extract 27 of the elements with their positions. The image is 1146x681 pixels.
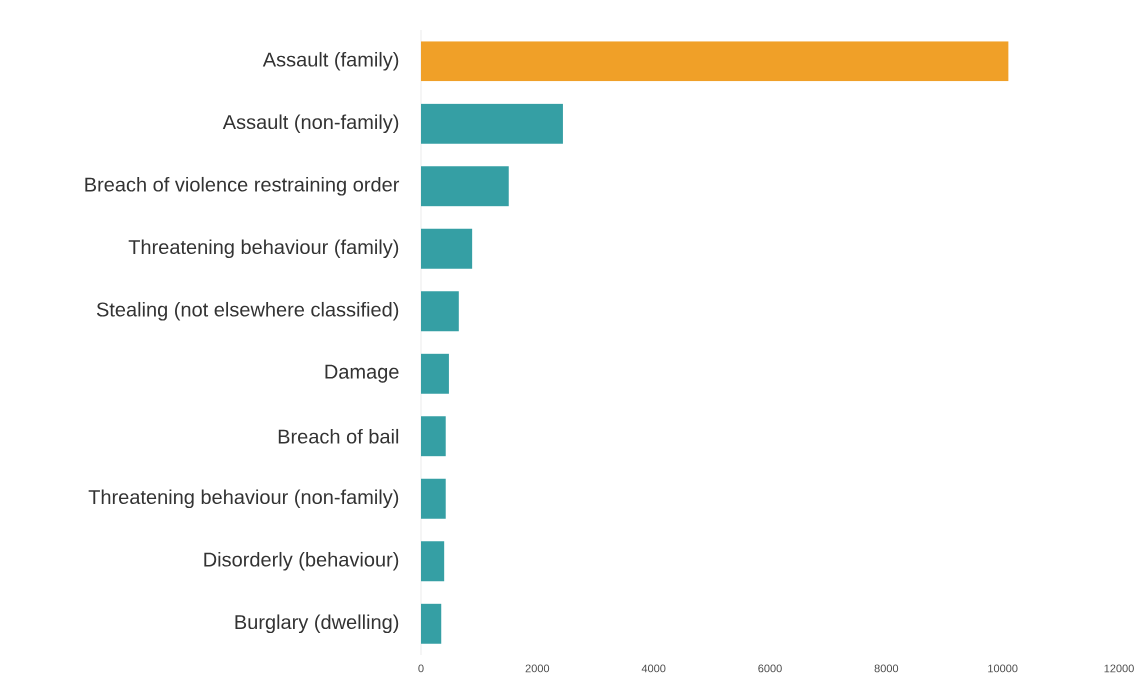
y-tick-label: Breach of bail bbox=[278, 428, 399, 444]
bar bbox=[421, 541, 445, 582]
y-tick-label: Assault (family) bbox=[262, 51, 399, 71]
x-tick-label: 0 bbox=[418, 664, 424, 673]
y-tick-label: Stealing (not elsewhere classified) bbox=[96, 301, 399, 321]
x-tick-label: 8000 bbox=[874, 664, 899, 673]
bar bbox=[421, 166, 509, 207]
bar bbox=[421, 228, 473, 269]
y-tick-label: Burglary (dwelling) bbox=[235, 614, 399, 634]
y-tick-label: Assault (non-family) bbox=[222, 114, 399, 134]
bar bbox=[421, 603, 442, 644]
bar bbox=[421, 478, 446, 519]
y-tick-label: Threatening behaviour (family) bbox=[128, 239, 399, 259]
x-tick-label: 6000 bbox=[758, 664, 782, 673]
x-tick-label: 10000 bbox=[988, 664, 1018, 673]
x-tick-label: 4000 bbox=[641, 664, 666, 673]
bar bbox=[421, 103, 563, 144]
bar bbox=[421, 353, 449, 394]
y-tick-label: Disorderly (behaviour) bbox=[204, 551, 399, 571]
y-tick-label: Damage bbox=[325, 364, 399, 383]
y-tick-label: Threatening behaviour (non-family) bbox=[88, 489, 399, 509]
bar bbox=[421, 416, 446, 457]
x-tick-label: 12000 bbox=[1104, 664, 1134, 673]
x-tick-label: 2000 bbox=[525, 664, 550, 673]
bar bbox=[421, 41, 1009, 82]
y-tick-label: Breach of violence restraining order bbox=[85, 176, 400, 196]
bar bbox=[421, 291, 459, 332]
